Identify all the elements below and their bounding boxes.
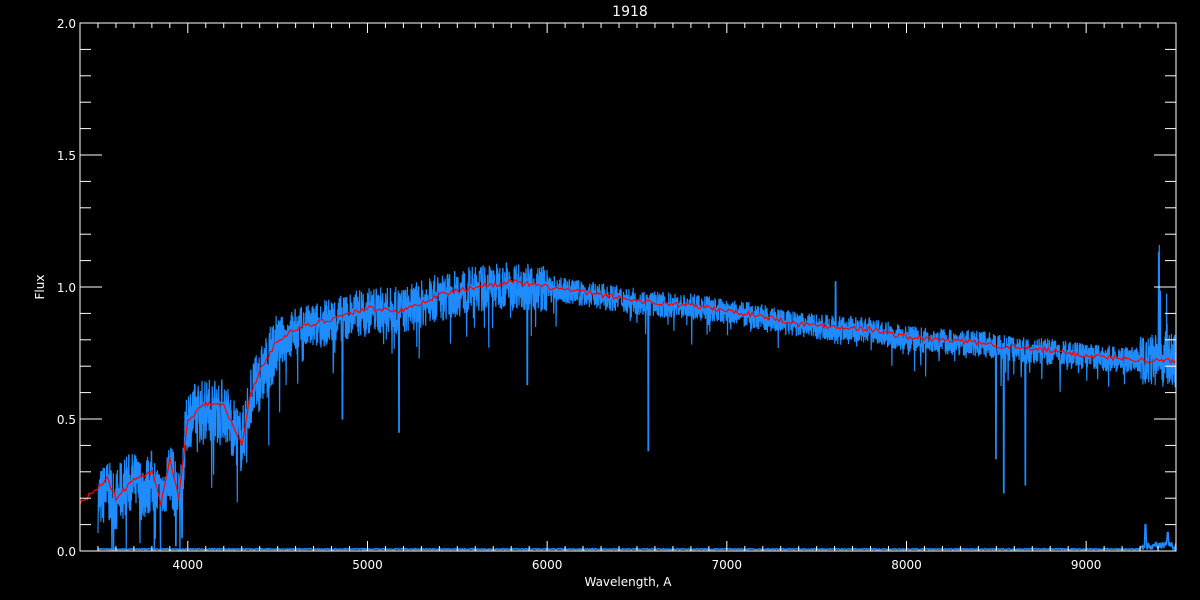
axes-frame [79, 22, 1177, 552]
y-axis-label: Flux [33, 275, 47, 300]
y-tick-label: 1.5 [57, 149, 76, 163]
error-spectrum-line [97, 523, 1176, 551]
x-tick-label: 7000 [712, 558, 743, 572]
y-tick-label: 0.0 [57, 545, 76, 559]
series-group [80, 244, 1176, 551]
y-tick-label: 0.5 [57, 413, 76, 427]
observed-spectrum-line [97, 244, 1176, 551]
x-tick-label: 9000 [1071, 558, 1102, 572]
chart-title: 1918 [612, 4, 648, 20]
axes: 4000 5000 6000 7000 8000 9000 0.0 0.5 1.0 1.5 2.0 [57, 17, 1177, 572]
y-tick-label: 1.0 [57, 281, 76, 295]
x-tick-label: 8000 [891, 558, 922, 572]
x-tick-label: 5000 [352, 558, 383, 572]
y-tick-label: 2.0 [57, 17, 76, 31]
x-tick-label: 6000 [532, 558, 563, 572]
model-fit-line [80, 278, 1176, 507]
x-axis-label: Wavelength, A [584, 575, 672, 589]
plot-area [80, 244, 1176, 551]
x-tick-label: 4000 [173, 558, 204, 572]
